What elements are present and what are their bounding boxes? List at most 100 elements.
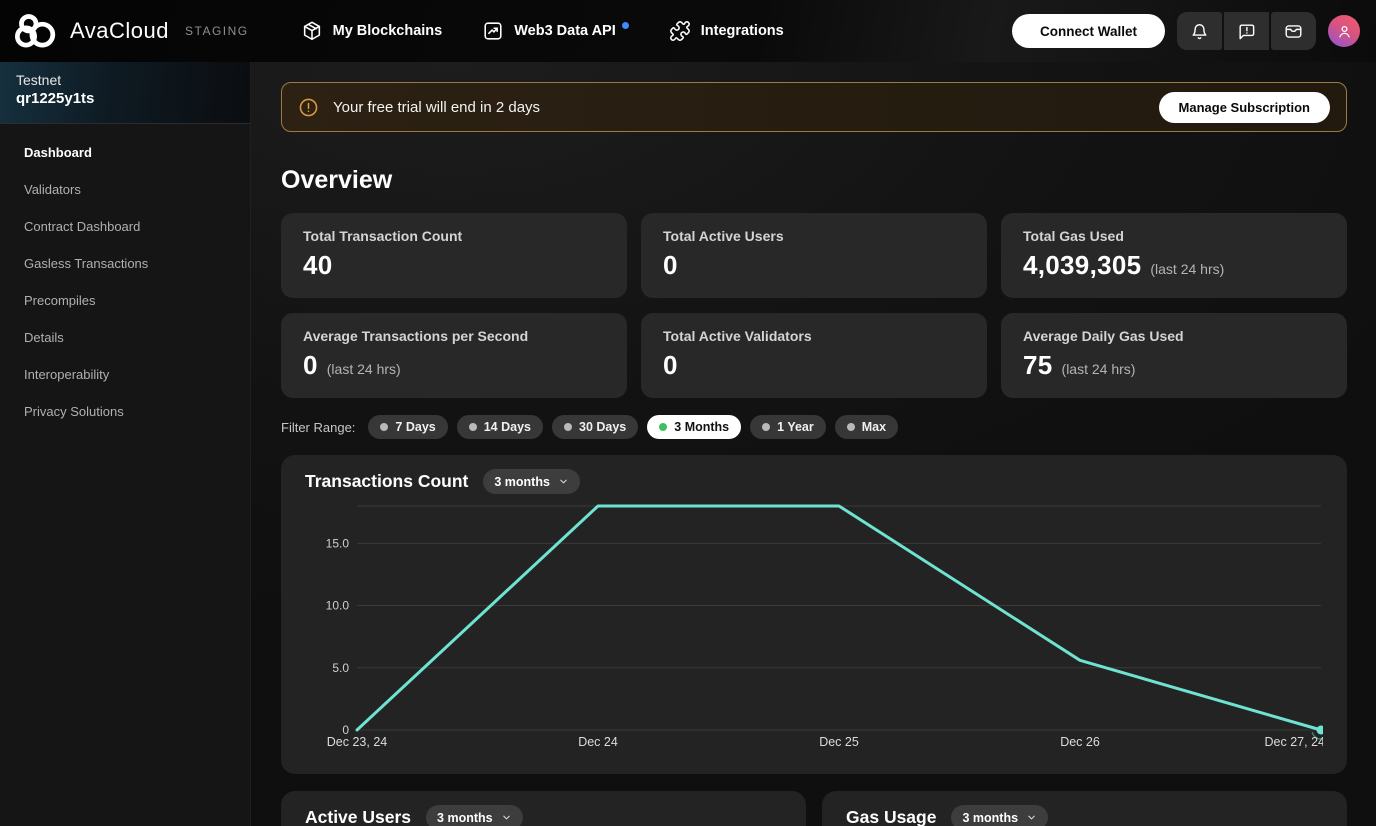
stat-card-average-tps: Average Transactions per Second 0 (last 2… (281, 313, 627, 398)
wallet-icon (1285, 24, 1302, 38)
sidebar-item-contract-dashboard[interactable]: Contract Dashboard (24, 219, 141, 234)
trial-banner: Your free trial will end in 2 days Manag… (281, 82, 1347, 132)
sidebar-item-validators[interactable]: Validators (24, 182, 81, 197)
network-selector[interactable]: Testnet qr1225y1ts (0, 62, 250, 124)
sidebar-item-interoperability[interactable]: Interoperability (24, 367, 110, 382)
pill-label: Max (861, 420, 887, 434)
stat-label: Average Daily Gas Used (1023, 328, 1184, 344)
feedback-button[interactable] (1224, 12, 1269, 50)
chart-title: Active Users (305, 807, 412, 826)
chevron-down-icon (502, 815, 510, 820)
gas-usage-range-dropdown[interactable]: 3 months (951, 805, 1049, 826)
pill-dot (564, 423, 572, 431)
svg-text:Dec 23, 24: Dec 23, 24 (327, 735, 388, 749)
chevron-down-icon (1028, 815, 1035, 820)
top-nav: AvaCloud STAGING My Blockchains Web3 Dat… (0, 0, 1376, 62)
filter-range-row: Filter Range: 7 Days 14 Days 30 Days 3 M… (281, 415, 1347, 439)
stat-card-total-transaction-count: Total Transaction Count 40 (281, 213, 627, 298)
brand-name: AvaCloud (70, 18, 169, 43)
svg-text:Dec 25: Dec 25 (819, 735, 859, 749)
pill-label: 7 Days (395, 420, 436, 434)
stat-label: Total Active Users (663, 228, 784, 244)
sidebar-menu: Dashboard Validators Contract Dashboard … (0, 124, 250, 440)
stat-card-total-active-users: Total Active Users 0 (641, 213, 987, 298)
chevron-down-icon (560, 479, 567, 484)
top-right-controls: Connect Wallet (1011, 12, 1360, 50)
pill-dot (468, 423, 477, 431)
stat-suffix: (last 24 hrs) (1061, 361, 1136, 377)
avacloud-logo-icon (15, 14, 56, 48)
env-badge: STAGING (185, 24, 249, 38)
sidebar-item-gasless-transactions[interactable]: Gasless Transactions (24, 256, 149, 271)
svg-text:Dec 26: Dec 26 (1060, 735, 1100, 749)
pill-label: 3 Months (674, 420, 730, 434)
network-name: qr1225y1ts (16, 90, 95, 107)
svg-text:10.0: 10.0 (326, 599, 350, 613)
range-label: 3 months (437, 810, 493, 825)
sidebar-item-details[interactable]: Details (24, 330, 64, 345)
main-content: Your free trial will end in 2 days Manag… (251, 62, 1376, 826)
range-label: 3 months (962, 810, 1019, 825)
bottom-charts-row: Active Users 3 months Gas Usage 3 months (281, 791, 1347, 826)
filter-pill-14-days[interactable]: 14 Days (456, 415, 543, 439)
stat-suffix: (last 24 hrs) (326, 361, 401, 377)
chart-title: Transactions Count (305, 471, 469, 491)
chart-title: Gas Usage (846, 807, 937, 826)
filter-pill-3-months[interactable]: 3 Months (647, 415, 742, 439)
nav-label: My Blockchains (332, 23, 443, 39)
manage-subscription-button[interactable]: Manage Subscription (1158, 91, 1330, 123)
pill-dot (762, 423, 771, 431)
sidebar: Testnet qr1225y1ts Dashboard Validators … (0, 62, 251, 826)
alert-circle-icon (298, 97, 319, 118)
icon-button-group (1177, 12, 1316, 50)
cube-icon (303, 21, 320, 41)
filter-pill-max[interactable]: Max (834, 415, 899, 439)
trial-message: Your free trial will end in 2 days (333, 98, 541, 116)
connect-wallet-button[interactable]: Connect Wallet (1011, 14, 1165, 48)
pill-dot (380, 423, 389, 431)
nav-label: Integrations (700, 23, 784, 39)
pill-label: 14 Days (483, 420, 531, 434)
sidebar-item-privacy-solutions[interactable]: Privacy Solutions (24, 404, 124, 419)
stats-grid: Total Transaction Count 40 Total Active … (281, 213, 1347, 398)
active-users-chart-card: Active Users 3 months (281, 791, 806, 826)
stat-value: 75 (1023, 350, 1053, 380)
nav-item-integrations[interactable]: Integrations (669, 20, 784, 42)
sidebar-item-precompiles[interactable]: Precompiles (24, 293, 96, 308)
svg-text:0: 0 (342, 723, 349, 737)
notification-dot (621, 22, 629, 29)
svg-text:5.0: 5.0 (332, 661, 349, 675)
user-avatar[interactable] (1328, 15, 1360, 47)
filter-pill-1-year[interactable]: 1 Year (750, 415, 826, 439)
stat-card-total-active-validators: Total Active Validators 0 (641, 313, 987, 398)
sidebar-item-dashboard[interactable]: Dashboard (24, 145, 92, 160)
stat-card-average-daily-gas-used: Average Daily Gas Used 75 (last 24 hrs) (1001, 313, 1347, 398)
stat-label: Total Active Validators (663, 328, 812, 344)
notifications-button[interactable] (1177, 12, 1222, 50)
brand[interactable]: AvaCloud STAGING (14, 11, 249, 51)
filter-range-label: Filter Range: (281, 419, 356, 435)
svg-text:15.0: 15.0 (326, 536, 350, 550)
stat-value: 0 (663, 350, 678, 380)
active-users-range-dropdown[interactable]: 3 months (426, 805, 523, 826)
bell-icon (1192, 23, 1207, 39)
transactions-count-chart-card: Transactions Count 3 months 0 5.0 10.0 15.0… (281, 455, 1347, 774)
svg-text:Dec 27, 24: Dec 27, 24 (1265, 735, 1323, 749)
stat-label: Average Transactions per Second (303, 328, 529, 344)
filter-pill-7-days[interactable]: 7 Days (368, 415, 448, 439)
stat-label: Total Transaction Count (303, 228, 463, 244)
wallet-button[interactable] (1271, 12, 1316, 50)
stat-suffix: (last 24 hrs) (1150, 261, 1225, 277)
network-type: Testnet (16, 72, 62, 88)
page-title: Overview (281, 166, 393, 194)
stat-label: Total Gas Used (1023, 228, 1124, 244)
message-square-exclamation-icon (1239, 23, 1255, 39)
transactions-line-chart: 0 5.0 10.0 15.0 Dec 23, 24 Dec 24 Dec 25 Dec 26… (326, 504, 1323, 749)
nav-item-web3-data-api[interactable]: Web3 Data API (482, 20, 629, 42)
filter-pill-30-days[interactable]: 30 Days (552, 415, 639, 439)
stat-value: 0 (303, 350, 318, 380)
pill-label: 1 Year (777, 420, 814, 434)
nav-item-my-blockchains[interactable]: My Blockchains (301, 20, 443, 42)
transactions-range-dropdown[interactable]: 3 months (483, 469, 580, 494)
primary-nav: My Blockchains Web3 Data API Integration… (301, 20, 784, 42)
